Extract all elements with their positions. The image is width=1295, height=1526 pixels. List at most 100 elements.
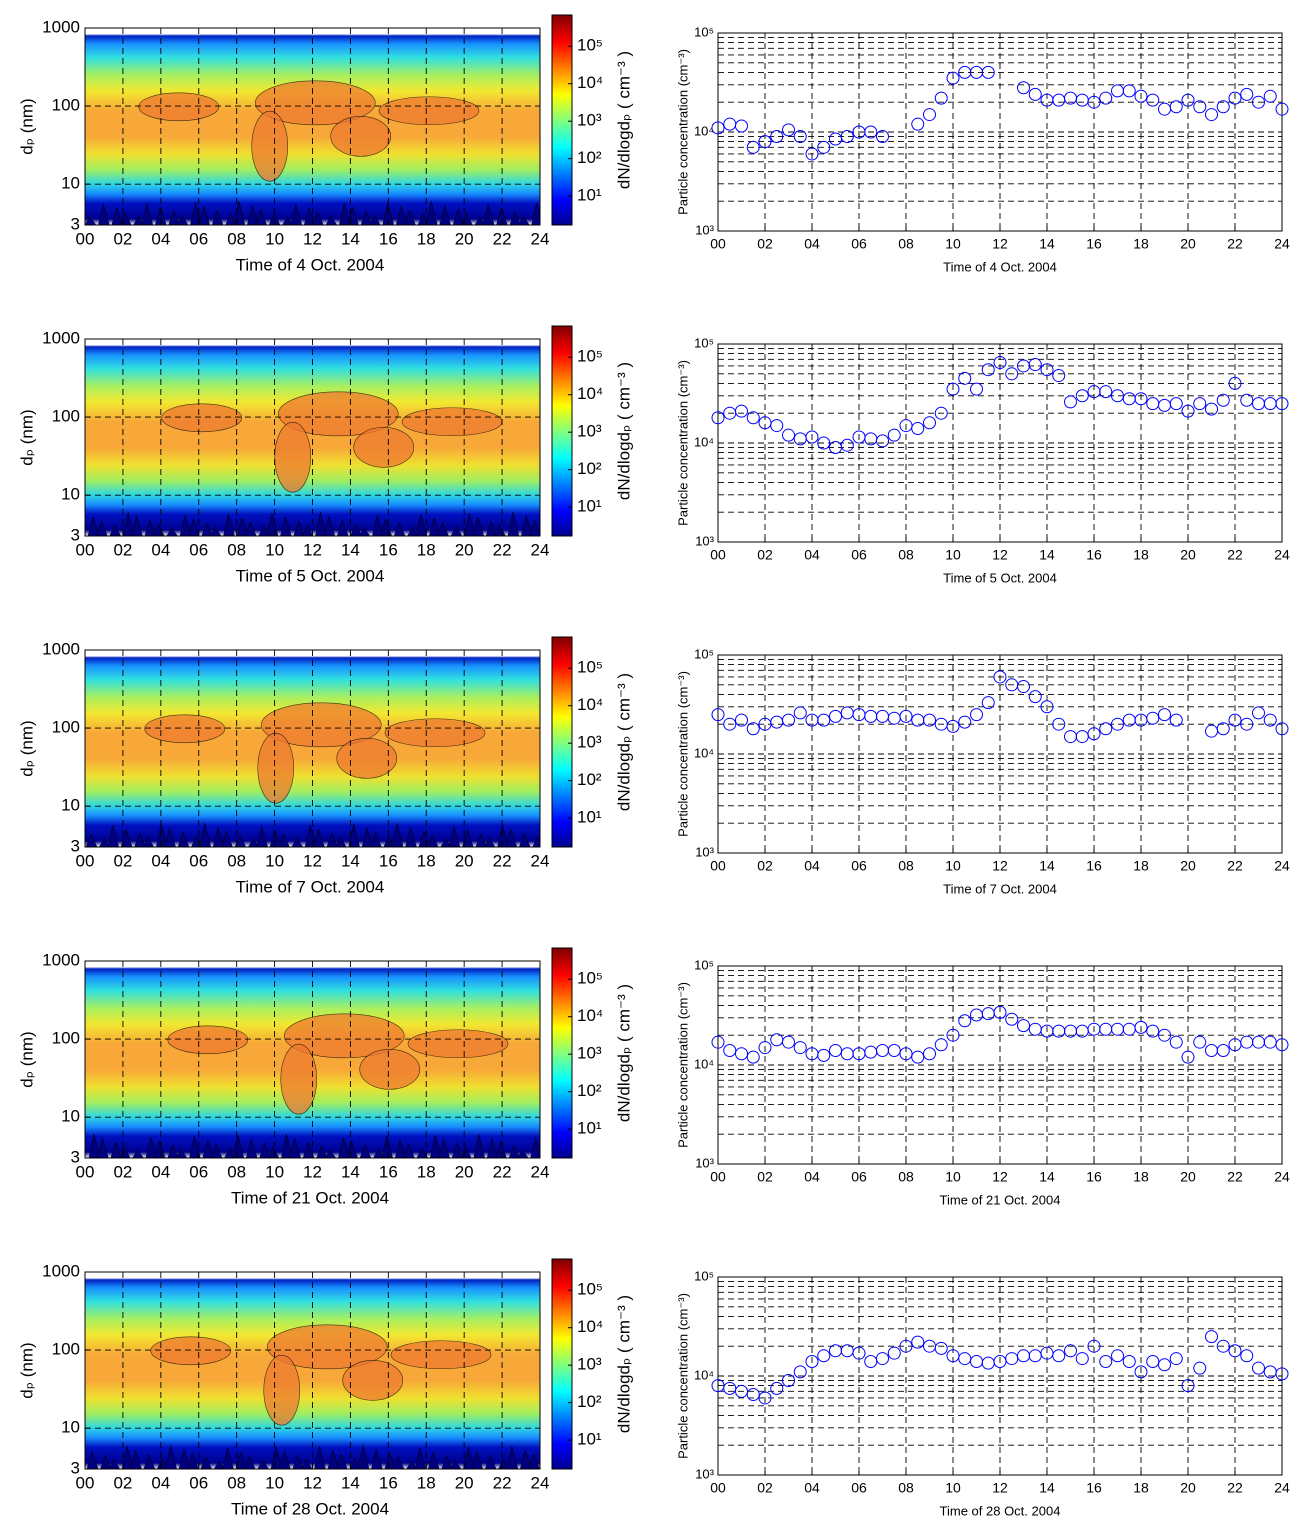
colorbar-tick-label: 10⁵ xyxy=(577,347,603,366)
x-tick-label: 18 xyxy=(1133,1480,1149,1496)
contour-spike xyxy=(258,525,270,536)
x-tick-label: 18 xyxy=(1133,1169,1149,1185)
x-tick-label: 00 xyxy=(710,1480,726,1496)
x-tick-label: 14 xyxy=(341,851,360,870)
x-tick-label: 06 xyxy=(851,1480,867,1496)
data-point xyxy=(1099,1355,1113,1369)
data-point xyxy=(1134,1020,1148,1034)
x-tick-label: 14 xyxy=(341,540,360,559)
contour-spike xyxy=(187,1452,199,1469)
contour-spike xyxy=(450,525,463,536)
contour-blob xyxy=(342,1360,404,1401)
x-tick-label: 02 xyxy=(113,1473,132,1492)
data-point xyxy=(1275,1367,1289,1381)
contour-spike xyxy=(191,835,203,847)
data-point xyxy=(911,713,925,727)
data-point xyxy=(840,130,854,144)
contour-blob xyxy=(251,110,289,182)
contour-background xyxy=(85,28,540,225)
contour-spike xyxy=(167,1144,179,1158)
data-point xyxy=(840,706,854,720)
x-tick-label: 14 xyxy=(1039,236,1055,252)
contour-spike xyxy=(132,1149,144,1158)
contour-spike xyxy=(315,511,327,536)
x-tick-label: 10 xyxy=(265,229,284,248)
contour-spike xyxy=(437,521,449,536)
colorbar-tick-label: 10³ xyxy=(577,1355,602,1374)
data-point xyxy=(1169,713,1183,727)
contour-spike xyxy=(496,207,508,225)
data-point xyxy=(1193,1035,1207,1049)
contour-spike xyxy=(495,1141,507,1158)
data-point xyxy=(958,715,972,729)
x-tick-label: 06 xyxy=(189,1162,208,1181)
data-point xyxy=(1181,1050,1195,1064)
contour-spike xyxy=(86,1450,99,1469)
colorbar-tick-label: 10³ xyxy=(577,1044,602,1063)
data-point xyxy=(1205,1330,1218,1344)
data-point xyxy=(817,436,831,450)
contour-spike xyxy=(153,1140,166,1158)
data-point xyxy=(958,371,972,385)
y-tick-label: 10⁴ xyxy=(694,434,714,449)
colorbar-tick-label: 10⁵ xyxy=(577,1280,603,1299)
data-point xyxy=(711,121,725,135)
contour-spike xyxy=(142,836,155,847)
y-tick-label: 10 xyxy=(61,1418,80,1437)
data-point xyxy=(723,1044,737,1058)
data-point xyxy=(829,132,842,146)
x-tick-label: 06 xyxy=(189,229,208,248)
colorbar-tick-label: 10¹ xyxy=(577,808,602,827)
x-tick-label: 10 xyxy=(265,540,284,559)
data-point xyxy=(1052,1349,1066,1363)
data-point xyxy=(793,1365,807,1379)
data-point xyxy=(1052,93,1066,107)
contour-spike xyxy=(200,1456,213,1469)
data-point xyxy=(1028,1022,1042,1036)
contour-spike xyxy=(278,833,290,847)
data-point xyxy=(829,1344,842,1358)
data-point xyxy=(1064,1344,1077,1358)
x-tick-label: 10 xyxy=(265,1473,284,1492)
data-point xyxy=(911,1335,925,1349)
contour-spike xyxy=(464,512,476,536)
x-tick-label: 10 xyxy=(945,858,961,874)
data-point xyxy=(1205,402,1218,416)
x-axis-label: Time of 7 Oct. 2004 xyxy=(943,881,1057,896)
x-tick-label: 24 xyxy=(531,540,550,559)
data-point xyxy=(1228,376,1242,390)
contour-spike xyxy=(108,1458,121,1469)
data-point xyxy=(1216,100,1230,114)
data-point xyxy=(805,147,819,161)
data-point xyxy=(876,709,889,723)
contour-spike xyxy=(85,216,97,225)
data-point xyxy=(934,406,948,420)
y-tick-label: 1000 xyxy=(42,1261,80,1280)
data-point xyxy=(1099,722,1113,736)
x-tick-label: 06 xyxy=(189,540,208,559)
contour-spike xyxy=(327,1449,340,1469)
y-tick-label: 10³ xyxy=(695,1155,714,1170)
x-tick-label: 02 xyxy=(113,851,132,870)
data-point xyxy=(746,411,760,425)
contour-spike xyxy=(414,1447,427,1469)
x-tick-label: 10 xyxy=(945,236,961,252)
contour-spike xyxy=(304,824,317,847)
x-tick-label: 12 xyxy=(303,229,322,248)
contour-spike xyxy=(300,1458,313,1469)
data-point xyxy=(970,1008,983,1022)
contour-spike xyxy=(439,204,451,225)
contour-spike xyxy=(508,1145,521,1158)
contour-blob xyxy=(257,732,295,804)
data-point xyxy=(1252,95,1265,109)
colorbar-tick-label: 10⁴ xyxy=(577,73,603,92)
data-point xyxy=(793,1041,807,1055)
contour-spike xyxy=(166,527,178,536)
data-point xyxy=(1005,367,1019,381)
x-tick-label: 22 xyxy=(1227,236,1243,252)
data-point xyxy=(1075,1352,1089,1366)
x-tick-label: 18 xyxy=(1133,236,1149,252)
contour-background xyxy=(85,650,540,847)
data-point xyxy=(1158,708,1171,722)
x-tick-label: 14 xyxy=(341,1162,360,1181)
